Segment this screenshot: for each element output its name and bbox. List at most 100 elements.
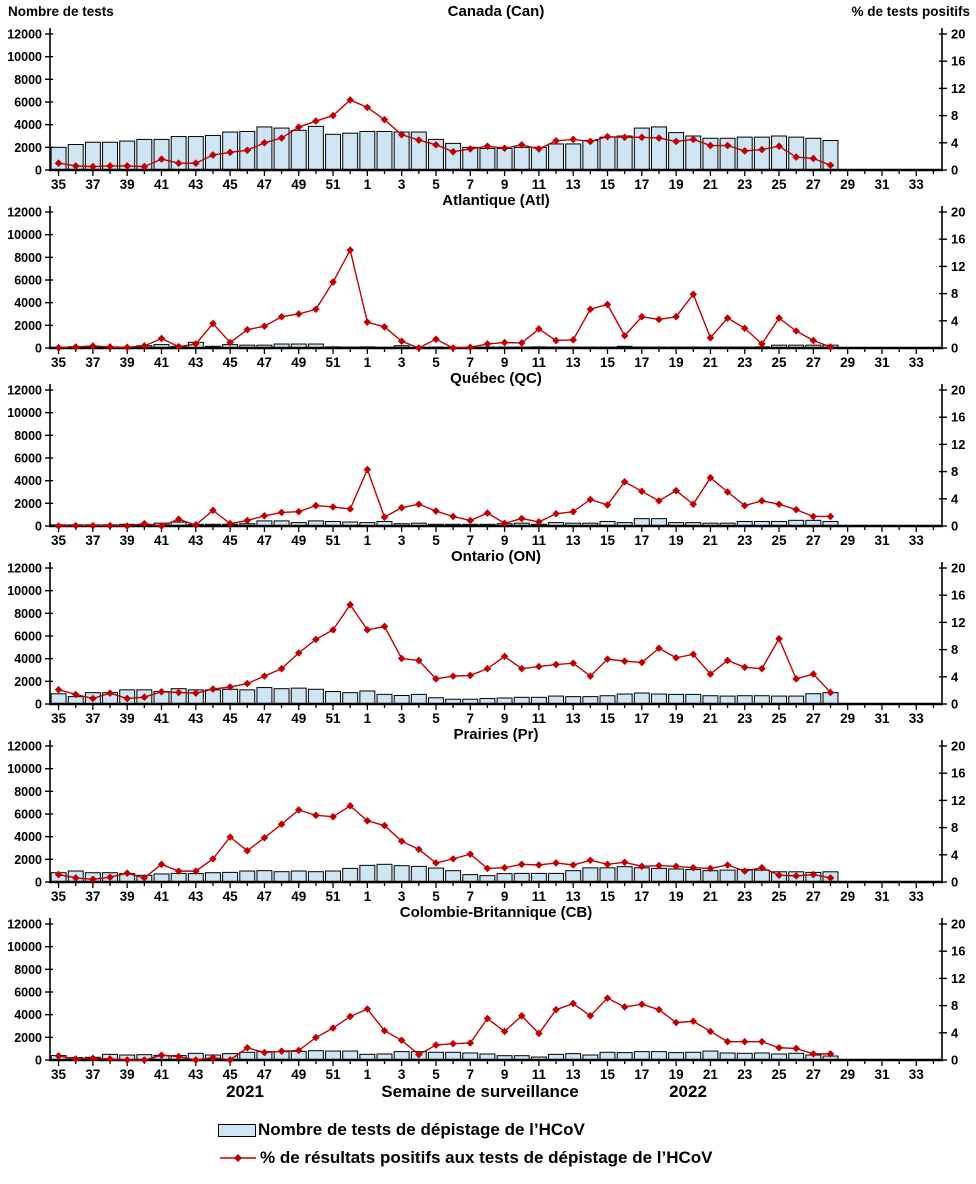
marker-w28 <box>826 874 835 882</box>
marker-w49 <box>294 310 303 318</box>
x-tick-label: 41 <box>154 533 170 546</box>
bar-w2 <box>376 863 393 883</box>
right-tick-label: 0 <box>951 697 958 712</box>
marker-w22 <box>723 861 732 869</box>
marker-w20 <box>689 650 698 659</box>
marker-w17 <box>638 862 646 871</box>
x-tick-label: 39 <box>120 355 135 368</box>
marker-w9 <box>500 1027 509 1036</box>
left-tick-label: 12000 <box>7 28 42 42</box>
x-tick-label: 27 <box>806 533 821 546</box>
x-tick-label: 45 <box>223 889 239 902</box>
x-tick-label: 7 <box>467 533 475 546</box>
x-tick-label: 13 <box>566 1067 582 1080</box>
x-tick-label: 33 <box>909 533 925 546</box>
x-tick-label: 47 <box>257 533 272 546</box>
x-tick-label: 51 <box>326 177 342 190</box>
marker-w12 <box>552 660 560 669</box>
marker-w46 <box>243 679 252 688</box>
marker-w4 <box>415 656 423 665</box>
bar-w8 <box>479 147 496 171</box>
bar-w27 <box>805 693 822 705</box>
x-tick-label: 13 <box>566 177 582 190</box>
marker-w5 <box>432 141 440 149</box>
marker-w27 <box>809 870 818 879</box>
x-tick-label: 49 <box>291 355 306 368</box>
right-tick-label: 16 <box>951 410 965 425</box>
x-axis-title: Semaine de surveillance <box>381 1082 579 1101</box>
bar-w24 <box>753 136 770 171</box>
marker-w38 <box>106 343 114 351</box>
marker-w27 <box>809 336 818 345</box>
bar-w52 <box>342 867 359 883</box>
left-tick-label: 4000 <box>14 118 42 132</box>
chart-panel-CB: 0 2000 4000 6000 8000 10000 12000 0 4 8 12 16 20 35 37… <box>0 902 976 1080</box>
x-tick-label: 31 <box>874 355 890 368</box>
left-tick-label: 12000 <box>7 562 42 576</box>
marker-w2 <box>380 1026 389 1035</box>
marker-w8 <box>483 664 492 673</box>
bar-w2 <box>376 693 393 705</box>
x-axis-ticks: 35 37 39 41 43 45 47 49 51 1 3 5 7 9 11 13 15 17 19 21 23 25 2… <box>51 882 935 902</box>
left-tick-label: 0 <box>35 342 42 356</box>
marker-w9 <box>500 144 509 153</box>
x-tick-label: 11 <box>532 711 547 724</box>
bar-w27 <box>805 137 822 171</box>
left-tick-label: 6000 <box>14 452 42 466</box>
left-tick-label: 2000 <box>14 497 42 511</box>
right-tick-label: 0 <box>951 1053 958 1068</box>
x-tick-label: 19 <box>669 533 684 546</box>
chart-panel-QC: 0 2000 4000 6000 8000 10000 12000 0 4 8 12 16 20 35 37… <box>0 368 976 546</box>
bar-w3 <box>393 865 410 883</box>
x-tick-label: 37 <box>85 889 100 902</box>
marker-w18 <box>655 861 663 870</box>
marker-w3 <box>397 130 406 139</box>
legend-positivity-label: % de résultats positifs aux tests de dép… <box>260 1148 713 1167</box>
right-axis-ticks: 0 4 8 12 16 20 <box>939 383 965 534</box>
marker-w48 <box>277 820 286 828</box>
x-tick-label: 41 <box>154 355 170 368</box>
marker-w3 <box>397 654 406 663</box>
left-tick-label: 4000 <box>14 296 42 310</box>
x-tick-label: 17 <box>634 355 649 368</box>
marker-w21 <box>706 1027 715 1036</box>
marker-w23 <box>740 663 749 672</box>
marker-w50 <box>312 117 320 125</box>
panel-title: Canada (Can) <box>448 3 545 20</box>
marker-w6 <box>449 344 457 352</box>
bar-w48 <box>273 871 290 883</box>
bar-w50 <box>307 125 324 171</box>
marker-w46 <box>243 516 252 525</box>
x-tick-label: 45 <box>223 533 239 546</box>
x-tick-label: 33 <box>909 889 925 902</box>
marker-w25 <box>775 142 783 150</box>
x-tick-label: 25 <box>772 711 788 724</box>
marker-w11 <box>535 861 543 869</box>
left-tick-label: 8000 <box>14 963 42 977</box>
marker-w24 <box>758 145 766 154</box>
markers-group <box>54 96 835 171</box>
right-tick-label: 4 <box>951 1025 959 1040</box>
bar-w51 <box>325 691 342 705</box>
markers-group <box>54 246 835 352</box>
x-tick-label: 23 <box>737 711 753 724</box>
x-tick-label: 25 <box>772 355 788 368</box>
x-tick-label: 13 <box>566 889 582 902</box>
marker-w1 <box>363 626 372 634</box>
left-tick-label: 8000 <box>14 429 42 443</box>
x-tick-label: 19 <box>669 355 684 368</box>
right-tick-label: 4 <box>951 313 959 328</box>
x-tick-label: 9 <box>501 1067 509 1080</box>
left-tick-label: 8000 <box>14 785 42 799</box>
marker-w20 <box>689 290 698 299</box>
marker-w8 <box>483 1014 492 1023</box>
marker-w27 <box>809 1050 818 1058</box>
marker-w48 <box>277 664 286 673</box>
marker-w50 <box>312 305 320 314</box>
bar-w4 <box>410 865 427 883</box>
bar-w13 <box>565 870 582 883</box>
marker-w27 <box>809 154 818 163</box>
marker-w23 <box>740 501 749 510</box>
x-tick-label: 31 <box>874 1067 890 1080</box>
marker-w45 <box>226 148 234 157</box>
